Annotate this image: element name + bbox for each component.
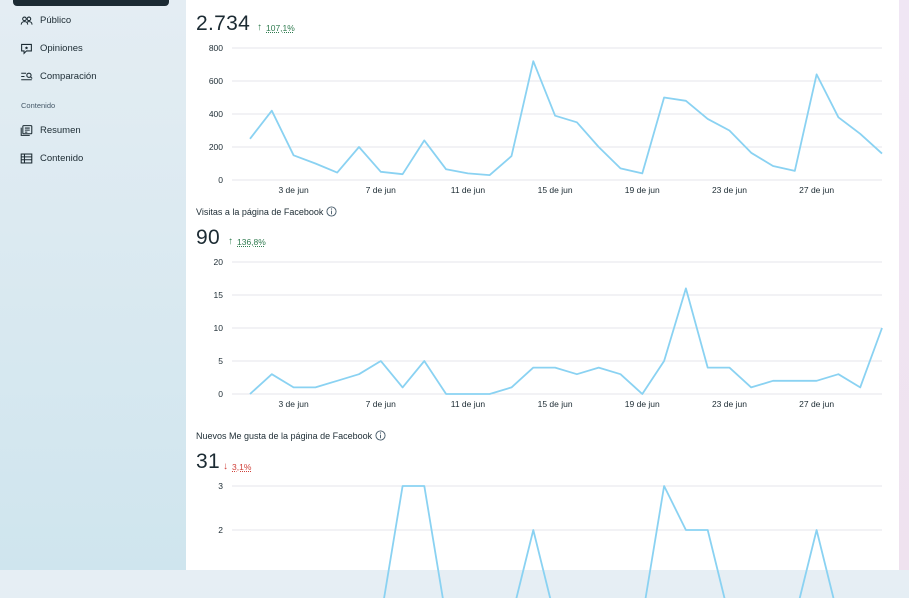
metric-value-2: 90 bbox=[196, 226, 220, 250]
table-icon bbox=[20, 152, 33, 165]
x-tick-label: 7 de jun bbox=[366, 185, 397, 195]
audience-icon bbox=[20, 14, 33, 27]
sidebar-item-label: Contenido bbox=[40, 153, 83, 164]
metric-title-text: Nuevos Me gusta de la página de Facebook bbox=[196, 431, 372, 441]
x-tick-label: 3 de jun bbox=[278, 399, 309, 409]
metric-title-3: Nuevos Me gusta de la página de Facebook bbox=[196, 430, 386, 441]
change-indicator-1: ↑ 107,1% bbox=[257, 22, 295, 33]
change-percent-3[interactable]: 3,1% bbox=[232, 462, 251, 472]
sidebar-item-label: Resumen bbox=[40, 125, 81, 136]
x-tick-label: 11 de jun bbox=[451, 399, 486, 409]
series-line[interactable] bbox=[250, 61, 882, 175]
y-tick-label: 15 bbox=[214, 290, 224, 300]
x-tick-label: 19 de jun bbox=[625, 185, 660, 195]
x-tick-label: 19 de jun bbox=[625, 399, 660, 409]
metric-value-3: 31 bbox=[196, 450, 220, 474]
y-tick-label: 0 bbox=[218, 389, 223, 399]
sidebar-item-feedback[interactable]: Opiniones bbox=[20, 40, 83, 56]
arrow-up-icon: ↑ bbox=[228, 236, 233, 247]
sidebar-item-compare[interactable]: Comparación bbox=[20, 68, 97, 84]
y-tick-label: 2 bbox=[218, 525, 223, 535]
x-tick-label: 27 de jun bbox=[799, 399, 834, 409]
x-tick-label: 23 de jun bbox=[712, 399, 747, 409]
x-tick-label: 7 de jun bbox=[366, 399, 397, 409]
sidebar-item-label: Comparación bbox=[40, 71, 97, 82]
x-tick-label: 23 de jun bbox=[712, 185, 747, 195]
feedback-icon bbox=[20, 42, 33, 55]
arrow-up-icon: ↑ bbox=[257, 22, 262, 33]
change-indicator-3: ↓ 3,1% bbox=[223, 461, 251, 472]
y-tick-label: 20 bbox=[214, 257, 224, 267]
x-tick-label: 15 de jun bbox=[538, 399, 573, 409]
y-tick-label: 5 bbox=[218, 356, 223, 366]
metric-title-text: Visitas a la página de Facebook bbox=[196, 207, 323, 217]
arrow-down-icon: ↓ bbox=[223, 461, 228, 472]
x-tick-label: 11 de jun bbox=[451, 185, 486, 195]
sidebar-item-audience[interactable]: Público bbox=[20, 12, 71, 28]
y-tick-label: 0 bbox=[218, 175, 223, 185]
metric-value-1: 2.734 bbox=[196, 12, 250, 36]
series-line[interactable] bbox=[250, 486, 882, 598]
sidebar-item-summary[interactable]: Resumen bbox=[20, 122, 81, 138]
metric-title-2: Visitas a la página de Facebook bbox=[196, 206, 337, 217]
summary-icon bbox=[20, 124, 33, 137]
section-label-content: Contenido bbox=[21, 101, 55, 110]
info-icon[interactable] bbox=[375, 430, 386, 441]
change-percent-1[interactable]: 107,1% bbox=[266, 23, 295, 33]
change-percent-2[interactable]: 136,8% bbox=[237, 237, 266, 247]
y-tick-label: 600 bbox=[209, 76, 223, 86]
line-chart-2: 0 5 10 15 20 3 de jun 7 de jun 11 de jun 15 de j… bbox=[186, 254, 886, 414]
right-edge-background bbox=[899, 0, 909, 570]
active-nav-indicator[interactable] bbox=[13, 0, 169, 6]
y-tick-label: 3 bbox=[218, 481, 223, 491]
y-tick-label: 400 bbox=[209, 109, 223, 119]
info-icon[interactable] bbox=[326, 206, 337, 217]
y-tick-label: 800 bbox=[209, 43, 223, 53]
y-tick-label: 10 bbox=[214, 323, 224, 333]
line-chart-1: 0 200 400 600 800 3 de jun 7 de jun 11 de jun 15… bbox=[186, 40, 886, 200]
sidebar-item-label: Público bbox=[40, 15, 71, 26]
line-chart-3: 23 bbox=[186, 478, 886, 598]
sidebar: Público Opiniones Comparación Contenido … bbox=[0, 0, 186, 570]
y-tick-label: 200 bbox=[209, 142, 223, 152]
x-tick-label: 15 de jun bbox=[538, 185, 573, 195]
series-line[interactable] bbox=[250, 288, 882, 394]
change-indicator-2: ↑ 136,8% bbox=[228, 236, 266, 247]
sidebar-item-content[interactable]: Contenido bbox=[20, 150, 83, 166]
x-tick-label: 27 de jun bbox=[799, 185, 834, 195]
sidebar-item-label: Opiniones bbox=[40, 43, 83, 54]
compare-icon bbox=[20, 70, 33, 83]
x-tick-label: 3 de jun bbox=[278, 185, 309, 195]
